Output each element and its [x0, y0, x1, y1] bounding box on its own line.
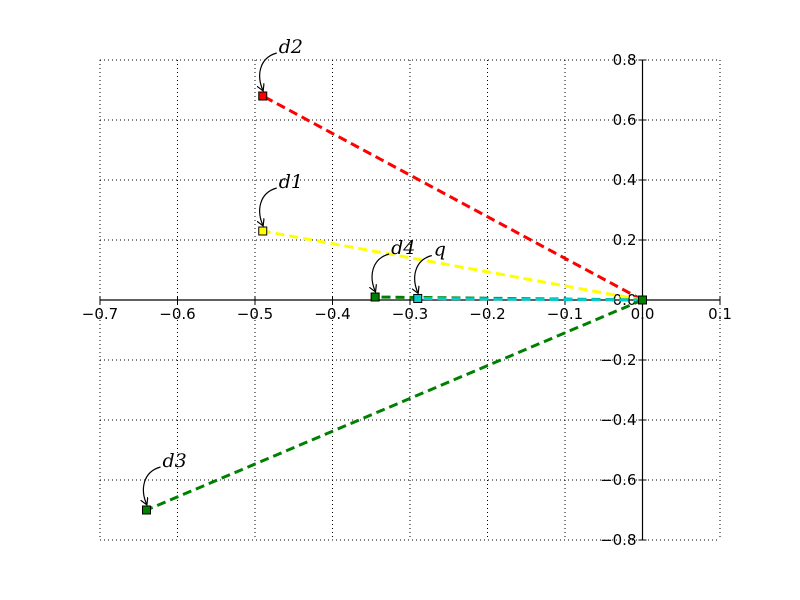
- point-marker-q: [413, 294, 423, 303]
- point-label-d3: d3: [163, 450, 187, 472]
- origin-marker-d3: [638, 295, 647, 305]
- y-tick-label: 0.8: [613, 51, 637, 69]
- vector-line-d1: [262, 229, 643, 302]
- x-tick-label: 0.0: [631, 305, 655, 323]
- x-tick-label: −0.3: [392, 305, 428, 323]
- point-label-q: q: [434, 239, 446, 261]
- x-tick-label: −0.4: [314, 305, 350, 323]
- annotation-arrow-d4: [372, 253, 390, 291]
- x-tick-label: 0.1: [708, 305, 732, 323]
- y-tick-label: 0.6: [613, 111, 637, 129]
- annotation-layer: d2 d1 d4 q d3: [143, 36, 446, 504]
- series-layer: [142, 91, 647, 515]
- point-label-d4: d4: [391, 237, 415, 259]
- point-marker-d4: [370, 292, 380, 302]
- point-marker-d3: [142, 505, 151, 515]
- y-tick-label: −0.8: [600, 531, 636, 549]
- annotation-arrow-q: [415, 254, 432, 293]
- point-label-d1: d1: [279, 171, 303, 193]
- vector-line-d3: [145, 298, 644, 512]
- x-tick-label: −0.1: [547, 305, 583, 323]
- y-tick-label: 0.4: [613, 171, 637, 189]
- x-tick-label: −0.7: [82, 305, 118, 323]
- y-tick-label: 0.2: [613, 231, 637, 249]
- annotation-arrow-d2: [260, 52, 277, 90]
- annotation-arrow-d1: [260, 187, 277, 225]
- y-tick-label: −0.6: [600, 471, 636, 489]
- x-tick-label: −0.2: [469, 305, 505, 323]
- vector-line-q: [417, 297, 643, 302]
- x-tick-label: −0.6: [159, 305, 195, 323]
- x-tick-label: −0.5: [237, 305, 273, 323]
- point-label-d2: d2: [279, 36, 303, 58]
- annotation-arrow-d3: [143, 466, 161, 504]
- y-tick-label: −0.4: [600, 411, 636, 429]
- vector-line-d2: [262, 94, 644, 302]
- point-marker-d2: [258, 91, 268, 101]
- y-tick-label: −0.2: [600, 351, 636, 369]
- point-marker-d1: [258, 226, 268, 236]
